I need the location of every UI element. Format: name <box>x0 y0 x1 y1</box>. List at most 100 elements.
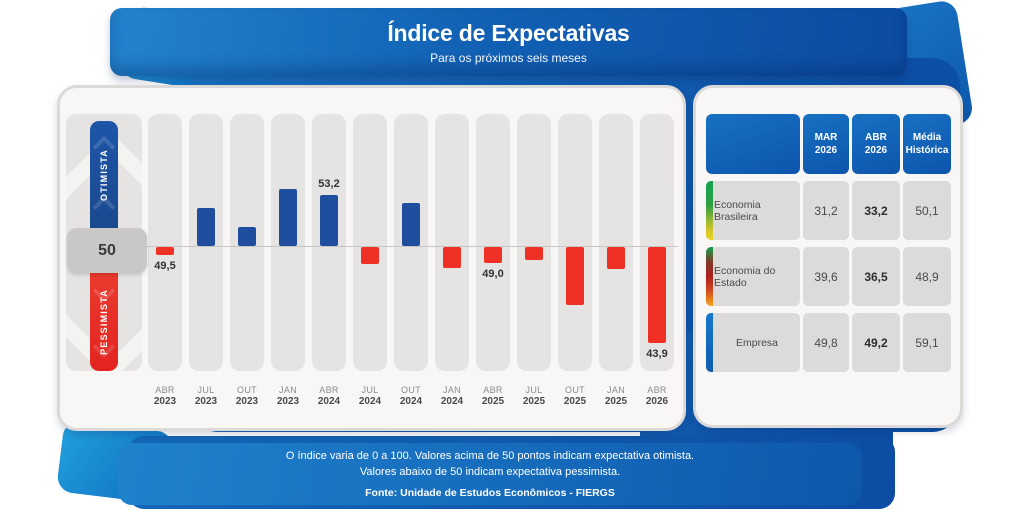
bar-jan-2025 <box>607 247 625 270</box>
x-axis-year: 2025 <box>481 396 505 408</box>
x-axis-year: 2025 <box>563 396 587 408</box>
bar-jul-2024 <box>361 247 379 265</box>
chart-column-stripe <box>435 114 469 371</box>
table-value-cell: 39,6 <box>803 247 849 306</box>
x-axis-month: JUL <box>361 385 379 395</box>
row-label-text: Economia Brasileira <box>714 198 761 223</box>
bar-chart-card: OTIMISTA PESSIMISTA 50 49,5 ABR 2023 JUL 202… <box>57 85 686 431</box>
bar-jul-2023 <box>197 208 215 246</box>
x-axis-month: JAN <box>443 385 461 395</box>
bar-abr-2026 <box>648 247 666 344</box>
x-axis-year: 2023 <box>153 396 177 408</box>
pessimist-gauge-pill: PESSIMISTA <box>90 273 118 371</box>
table-value-cell: 50,1 <box>903 181 951 240</box>
bar-value-label: 53,2 <box>318 178 340 191</box>
header-banner: Índice de Expectativas Para os próximos … <box>110 8 907 76</box>
x-axis-year: 2025 <box>522 396 546 408</box>
x-axis-label: JUL 2023 <box>185 385 227 409</box>
x-axis-month: ABR <box>647 385 667 395</box>
table-row-label: Economia Brasileira <box>706 181 800 240</box>
summary-table-card: MAR 2026 ABR 2026 Média Histórica Economia Bra… <box>693 85 963 428</box>
row-accent-bar <box>706 313 713 372</box>
bar-abr-2023 <box>156 247 174 255</box>
chart-column-stripe <box>353 114 387 371</box>
x-axis-year: 2025 <box>604 396 628 408</box>
x-axis-label: JAN 2025 <box>595 385 637 409</box>
table-value-cell: 59,1 <box>903 313 951 372</box>
table-header-text: Média <box>912 132 942 143</box>
x-axis-month: JUL <box>525 385 543 395</box>
table-value-cell: 33,2 <box>852 181 900 240</box>
chart-column-stripe <box>476 114 510 371</box>
x-axis-year: 2023 <box>194 396 218 408</box>
bar-out-2023 <box>238 227 256 246</box>
table-row-label: Empresa <box>706 313 800 372</box>
footer-note-line2: Valores abaixo de 50 indicam expectativa… <box>359 466 621 478</box>
x-axis-label: OUT 2024 <box>390 385 432 409</box>
bar-value-label: 49,5 <box>154 259 176 272</box>
x-axis-label: ABR 2025 <box>472 385 514 409</box>
table-corner-cell <box>706 114 800 174</box>
x-axis-year: 2024 <box>399 396 423 408</box>
summary-table: MAR 2026 ABR 2026 Média Histórica Economia Bra… <box>706 114 951 372</box>
table-header-text: ABR <box>865 132 887 143</box>
bar-jan-2024 <box>443 247 461 268</box>
table-header-cell: ABR 2026 <box>852 114 900 174</box>
bar-chart-plot: OTIMISTA PESSIMISTA 50 49,5 ABR 2023 JUL 202… <box>60 88 683 428</box>
bar-jan-2023 <box>279 189 297 246</box>
chart-column-stripe <box>558 114 592 371</box>
table-value-cell: 49,2 <box>852 313 900 372</box>
x-axis-month: JAN <box>279 385 297 395</box>
x-axis-label: JUL 2025 <box>513 385 555 409</box>
chart-column-stripe <box>517 114 551 371</box>
table-header-text: Histórica <box>905 145 949 156</box>
x-axis-year: 2023 <box>235 396 259 408</box>
x-axis-month: ABR <box>483 385 503 395</box>
baseline-50-badge: 50 <box>67 228 147 273</box>
bar-out-2024 <box>402 203 420 246</box>
table-value-cell: 36,5 <box>852 247 900 306</box>
row-label-text: Empresa <box>735 336 778 349</box>
x-axis-label: OUT 2023 <box>226 385 268 409</box>
table-row-label: Economia do Estado <box>706 247 800 306</box>
row-accent-bar <box>706 247 713 306</box>
x-axis-year: 2024 <box>358 396 382 408</box>
x-axis-label: JAN 2023 <box>267 385 309 409</box>
table-header-text: MAR <box>814 132 838 143</box>
x-axis-month: OUT <box>237 385 257 395</box>
table-header-cell: Média Histórica <box>903 114 951 174</box>
table-header-text: 2026 <box>864 145 888 156</box>
table-header-cell: MAR 2026 <box>803 114 849 174</box>
bar-jul-2025 <box>525 247 543 260</box>
x-axis-month: OUT <box>401 385 421 395</box>
table-value-cell: 31,2 <box>803 181 849 240</box>
x-axis-label: ABR 2026 <box>636 385 678 409</box>
footer-note-line1: O índice varia de 0 a 100. Valores acima… <box>285 450 695 463</box>
footer-source: Fonte: Unidade de Estudos Econômicos - F… <box>365 486 615 499</box>
baseline-50-line <box>144 246 678 247</box>
table-value-cell: 48,9 <box>903 247 951 306</box>
x-axis-month: ABR <box>155 385 175 395</box>
chart-column-stripe <box>599 114 633 371</box>
row-accent-bar <box>706 181 713 240</box>
x-axis-year: 2024 <box>317 396 341 408</box>
x-axis-month: ABR <box>319 385 339 395</box>
x-axis-month: JAN <box>607 385 625 395</box>
x-axis-month: JUL <box>197 385 215 395</box>
table-header-text: 2026 <box>814 145 838 156</box>
x-axis-label: OUT 2025 <box>554 385 596 409</box>
bar-value-label: 43,9 <box>646 348 668 361</box>
page-subtitle: Para os próximos seis meses <box>430 50 587 65</box>
bar-value-label: 49,0 <box>482 267 504 280</box>
x-axis-year: 2023 <box>276 396 300 408</box>
optimist-gauge-pill: OTIMISTA <box>90 121 118 228</box>
bar-abr-2025 <box>484 247 502 263</box>
row-label-text: Economia do Estado <box>714 264 776 289</box>
x-axis-month: OUT <box>565 385 585 395</box>
x-axis-label: ABR 2023 <box>144 385 186 409</box>
bar-abr-2024 <box>320 195 338 246</box>
optimist-label: OTIMISTA <box>99 148 109 201</box>
page-title: Índice de Expectativas <box>387 19 630 46</box>
x-axis-label: JAN 2024 <box>431 385 473 409</box>
x-axis-year: 2026 <box>645 396 669 408</box>
